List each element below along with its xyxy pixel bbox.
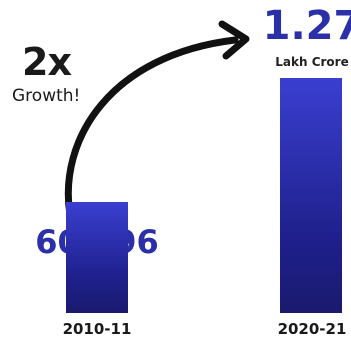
value-label-2020-21: 1.27	[262, 3, 351, 49]
bar-2020-21	[280, 78, 342, 313]
category-label-2010-11: 2010-11	[62, 320, 132, 338]
unit-label-2020-21: Lakh Crore	[275, 55, 349, 69]
category-label-2020-21: 2020-21	[277, 320, 347, 338]
bar-2010-11	[66, 202, 128, 313]
growth-text: Growth!	[12, 86, 81, 106]
growth-multiplier: 2x	[22, 40, 72, 84]
growth-arrow-head	[218, 20, 250, 60]
growth-arrow-curve	[64, 36, 239, 219]
